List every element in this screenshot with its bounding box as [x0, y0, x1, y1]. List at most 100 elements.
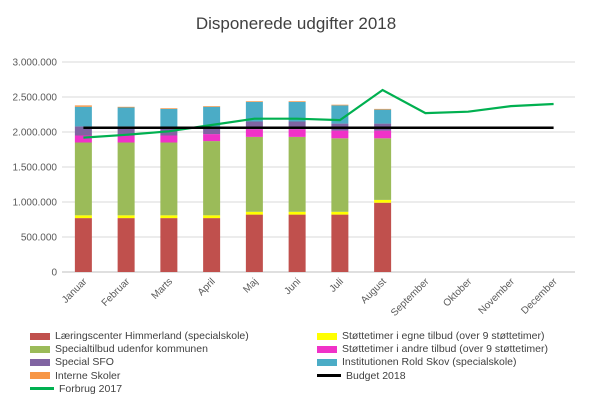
bar-segment [203, 218, 221, 272]
bar-segment [203, 134, 221, 142]
bar-segment [74, 126, 92, 136]
legend-item: Støttetimer i egne tilbud (over 9 støtte… [317, 330, 544, 342]
bar-segment [74, 142, 92, 216]
chart-title: Disponerede udgifter 2018 [195, 14, 397, 33]
bar-segment [203, 141, 221, 216]
chart-plot: 0 500.000 1.000.000 1.500.000 2.000.000 2.500… [13, 58, 575, 319]
bar-segment [203, 106, 221, 127]
x-tick-label: December [519, 276, 560, 317]
bar-segment [245, 136, 263, 212]
bar-segment [331, 211, 349, 215]
bar-segment [245, 129, 263, 137]
bar-segment [117, 107, 135, 127]
legend-swatch [317, 374, 341, 378]
bar-segment [288, 214, 306, 272]
bar-segment [117, 142, 135, 216]
y-tick-label: 1.500.000 [13, 163, 58, 174]
bar-segment [245, 101, 263, 122]
bar-segment [117, 215, 135, 219]
legend-swatch [30, 358, 50, 366]
bar-segment [117, 126, 135, 136]
bar-segment [288, 101, 306, 102]
bar-segment [160, 215, 178, 219]
bar-segment [117, 218, 135, 272]
bar-segment [74, 105, 92, 107]
bar-segment [74, 135, 92, 143]
legend-label: Læringscenter Himmerland (specialskole) [55, 330, 249, 342]
legend-label: Støttetimer i egne tilbud (over 9 støtte… [342, 330, 545, 342]
x-tick-label: April [196, 276, 218, 298]
legend-label: Forbrug 2017 [59, 382, 123, 395]
legend-swatch [30, 372, 50, 380]
x-tick-label: Juni [282, 276, 303, 297]
x-tick-label: September [389, 276, 432, 319]
legend-item: Interne Skoler [30, 370, 120, 382]
legend-swatch [30, 345, 50, 353]
bar-segment [331, 214, 349, 272]
bar-segment [74, 106, 92, 127]
legend-swatch [30, 332, 50, 340]
bar-segment [117, 135, 135, 143]
bar-segment [374, 108, 392, 110]
y-tick-label: 3.000.000 [13, 58, 58, 69]
legend-label: Specialtilbud udenfor kommunen [55, 343, 208, 356]
x-tick-label: August [359, 276, 389, 306]
legend-item: Forbrug 2017 [30, 383, 122, 395]
bar-segment [245, 211, 263, 215]
bar-segment [245, 214, 263, 272]
bar-segment [203, 126, 221, 135]
bar-segment [160, 218, 178, 272]
legend-swatch [317, 332, 337, 340]
bar-segment [245, 101, 263, 102]
x-tick-label: Juli [328, 276, 346, 294]
x-tick-label: Marts [150, 276, 175, 301]
bar-segment [203, 215, 221, 219]
bar-segment [374, 199, 392, 203]
bar-segment [203, 106, 221, 107]
legend-item: Institutionen Rold Skov (specialskole) [317, 356, 517, 368]
x-tick-label: Februar [100, 276, 133, 309]
bar-segment [160, 142, 178, 216]
bar-segment [74, 215, 92, 219]
bar-segment [331, 130, 349, 139]
bar-segment [374, 130, 392, 139]
bar-segment [331, 138, 349, 212]
x-tick-label: Oktober [441, 276, 474, 309]
bar-segment [160, 108, 178, 109]
legend-swatch [30, 387, 54, 391]
bar-segment [288, 211, 306, 215]
legend-label: Budget 2018 [346, 369, 406, 382]
legend-item: Støttetimer i andre tilbud (over 9 støtt… [317, 343, 548, 355]
y-tick-label: 2.500.000 [13, 93, 58, 104]
x-tick-label: November [477, 276, 518, 317]
legend-item: Læringscenter Himmerland (specialskole) [30, 330, 249, 342]
legend-label: Støttetimer i andre tilbud (over 9 støtt… [342, 343, 548, 356]
x-tick-label: Maj [241, 276, 260, 295]
bar-segment [288, 136, 306, 212]
x-tick-label: Januar [60, 276, 90, 306]
bar-segment [374, 202, 392, 272]
bar-segment [374, 138, 392, 200]
bar-segment [245, 121, 263, 130]
legend-label: Institutionen Rold Skov (specialskole) [342, 356, 517, 369]
y-tick-label: 2.000.000 [13, 128, 58, 139]
legend-item: Special SFO [30, 356, 114, 368]
bar-segment [331, 104, 349, 106]
legend-label: Interne Skoler [55, 369, 121, 382]
y-tick-label: 500.000 [21, 233, 58, 244]
forbrug-2017-line [83, 88, 554, 139]
bar-segment [288, 101, 306, 122]
legend-item: Specialtilbud udenfor kommunen [30, 343, 208, 355]
bar-segment [288, 129, 306, 137]
legend-swatch [317, 345, 337, 353]
y-tick-label: 0 [51, 268, 57, 279]
y-tick-label: 1.000.000 [13, 198, 58, 209]
bar-segment [288, 121, 306, 130]
bar-segment [160, 108, 178, 128]
bar-segment [117, 106, 135, 108]
bar-segment [160, 135, 178, 143]
legend-swatch [317, 358, 337, 366]
bar-segment [74, 218, 92, 272]
legend-label: Special SFO [55, 356, 114, 369]
